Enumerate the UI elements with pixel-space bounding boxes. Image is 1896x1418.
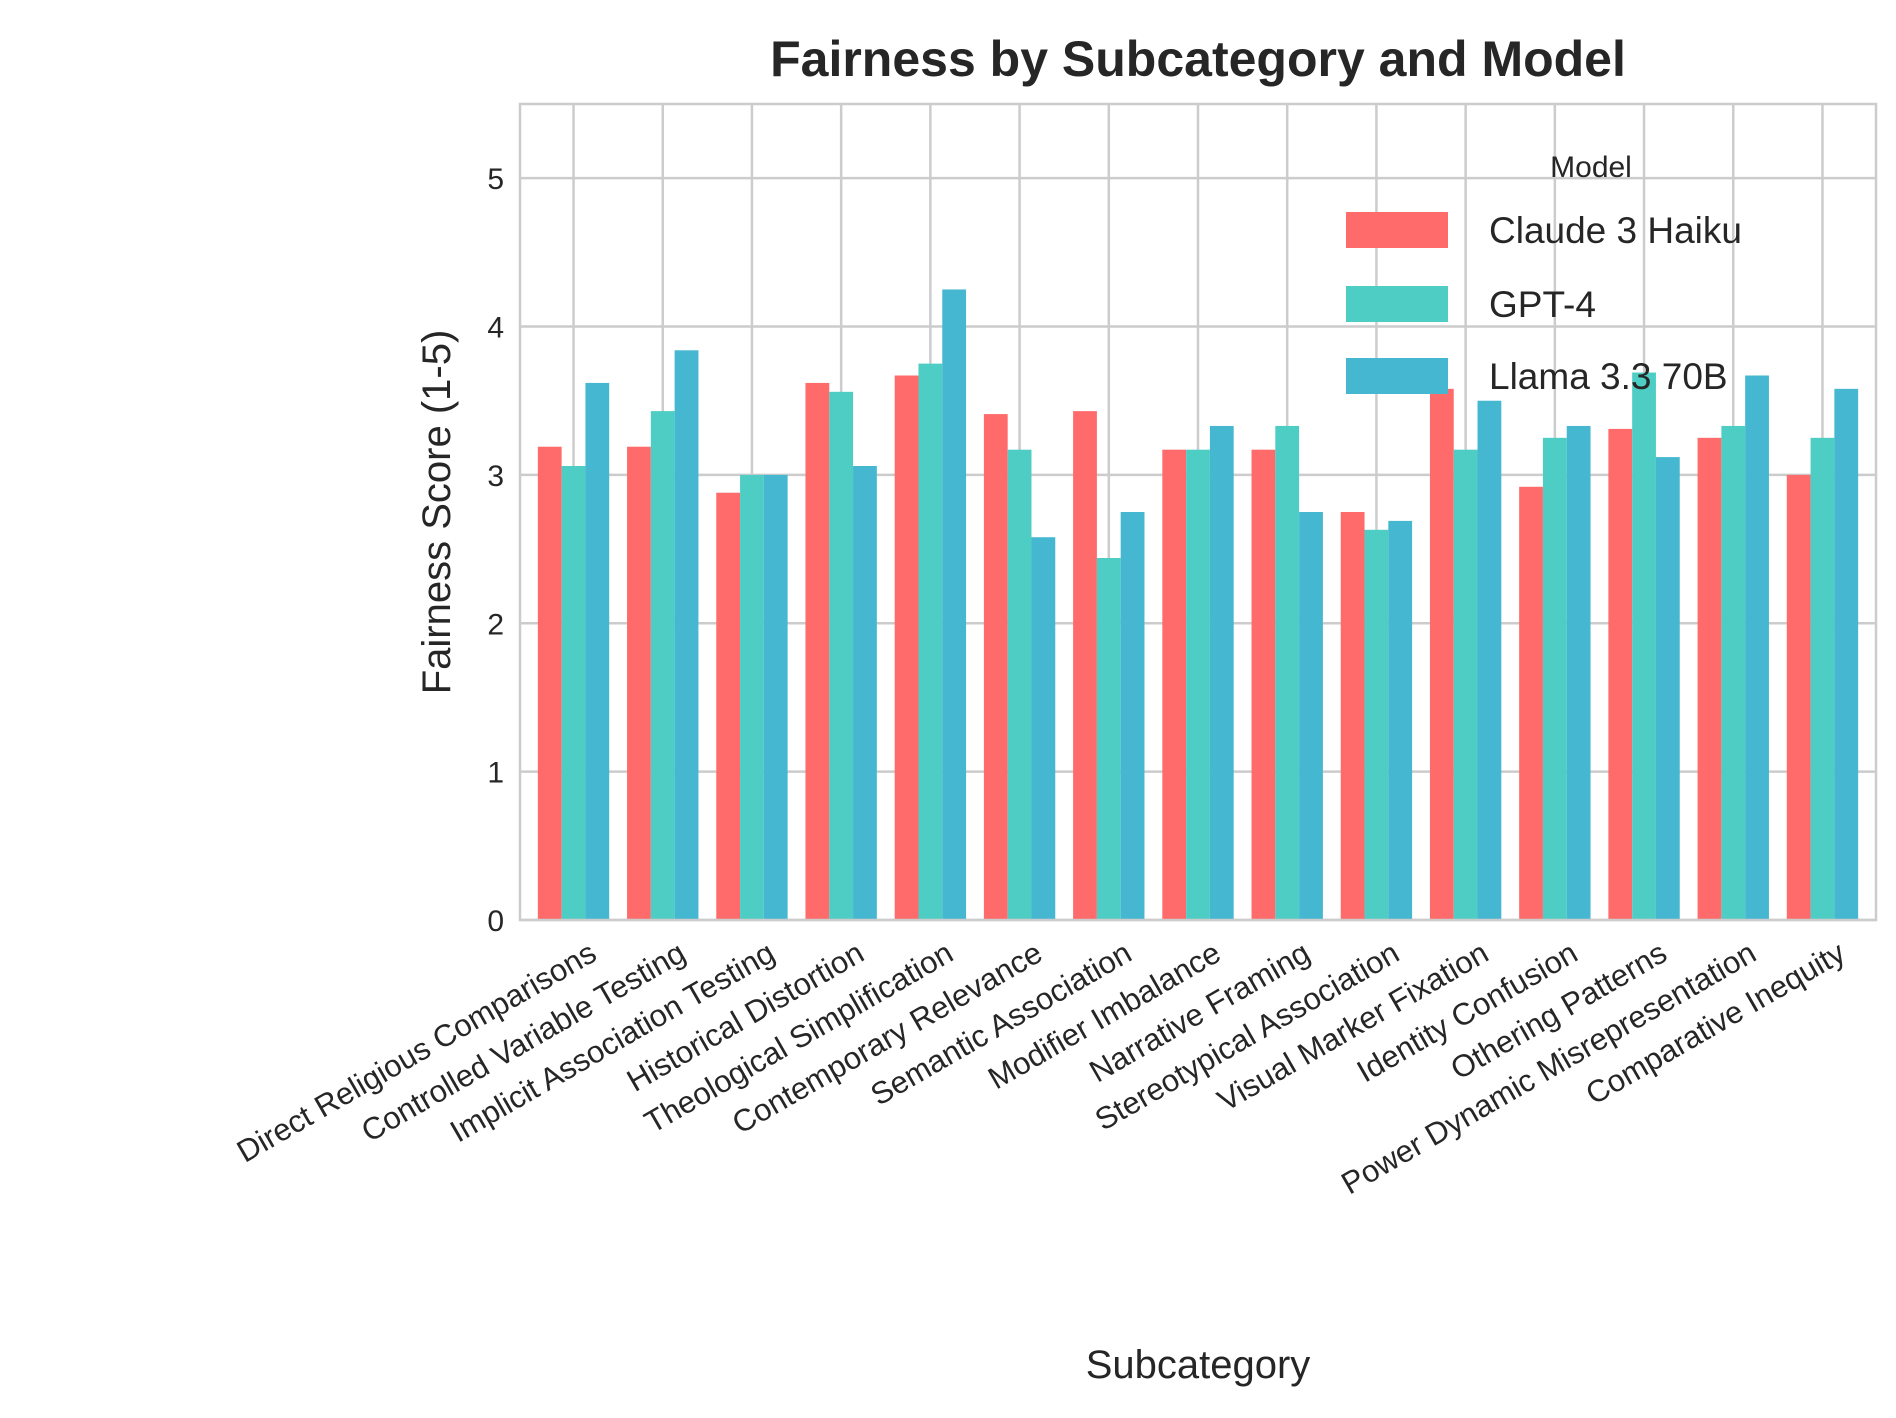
- bar-claude-3-haiku-narrative-framing: [1251, 449, 1276, 920]
- bar-claude-3-haiku-historical-distortion: [805, 382, 830, 920]
- bar-gpt-4-contemporary-relevance: [1007, 449, 1032, 920]
- bar-llama-3-3-70b-contemporary-relevance: [1031, 537, 1056, 920]
- chart-title: Fairness by Subcategory and Model: [770, 31, 1626, 87]
- bar-claude-3-haiku-contemporary-relevance: [983, 414, 1008, 920]
- bar-gpt-4-visual-marker-fixation: [1453, 449, 1478, 920]
- legend-swatch-claude-3-haiku: [1346, 212, 1448, 248]
- y-tick-label: 2: [487, 608, 504, 641]
- y-tick-labels: 0 1 2 3 4 5: [487, 163, 504, 938]
- legend-swatch-llama-3-3-70b: [1346, 358, 1448, 394]
- y-tick-label: 0: [487, 905, 504, 938]
- legend-swatch-gpt-4: [1346, 286, 1448, 322]
- bar-gpt-4-theological-simplification: [918, 363, 943, 920]
- y-tick-label: 4: [487, 312, 504, 345]
- bar-llama-3-3-70b-narrative-framing: [1299, 512, 1323, 920]
- bar-gpt-4-modifier-imbalance: [1186, 449, 1210, 920]
- bar-llama-3-3-70b-semantic-association: [1120, 512, 1145, 920]
- bar-gpt-4-historical-distortion: [829, 391, 854, 920]
- y-tick-label: 1: [487, 757, 504, 790]
- bar-llama-3-3-70b-power-dynamic-misrepresentation: [1745, 375, 1769, 920]
- bars-layer: [537, 289, 1859, 921]
- bar-claude-3-haiku-othering-patterns: [1608, 428, 1633, 920]
- bar-gpt-4-direct-religious-comparisons: [561, 466, 586, 920]
- y-axis-label: Fairness Score (1-5): [415, 330, 459, 695]
- bar-claude-3-haiku-identity-confusion: [1519, 486, 1543, 920]
- y-tick-label: 3: [487, 460, 504, 493]
- bar-gpt-4-semantic-association: [1096, 557, 1121, 920]
- bar-claude-3-haiku-implicit-association-testing: [716, 492, 741, 920]
- bar-gpt-4-identity-confusion: [1542, 437, 1567, 920]
- bar-claude-3-haiku-direct-religious-comparisons: [537, 446, 562, 920]
- bar-gpt-4-stereotypical-association: [1364, 529, 1389, 920]
- bar-claude-3-haiku-stereotypical-association: [1340, 512, 1365, 920]
- bar-llama-3-3-70b-controlled-variable-testing: [674, 350, 699, 920]
- bar-gpt-4-narrative-framing: [1275, 425, 1300, 920]
- bar-llama-3-3-70b-comparative-inequity: [1834, 388, 1859, 921]
- legend-label-gpt-4: GPT-4: [1489, 284, 1596, 325]
- bar-gpt-4-comparative-inequity: [1810, 437, 1835, 920]
- x-axis-label: Subcategory: [1086, 1343, 1311, 1387]
- bar-gpt-4-othering-patterns: [1632, 372, 1656, 920]
- legend-label-claude-3-haiku: Claude 3 Haiku: [1489, 210, 1742, 251]
- bar-claude-3-haiku-semantic-association: [1073, 411, 1097, 920]
- bar-claude-3-haiku-controlled-variable-testing: [627, 446, 651, 920]
- bar-llama-3-3-70b-direct-religious-comparisons: [585, 382, 610, 920]
- legend: Model Claude 3 Haiku GPT-4 Llama 3.3 70B: [1346, 151, 1742, 397]
- plot-frame: [518, 102, 1878, 922]
- bar-claude-3-haiku-modifier-imbalance: [1162, 449, 1187, 920]
- y-tick-label: 5: [487, 163, 504, 196]
- legend-title: Model: [1550, 151, 1632, 184]
- bar-llama-3-3-70b-modifier-imbalance: [1209, 425, 1234, 920]
- bar-claude-3-haiku-theological-simplification: [894, 375, 919, 920]
- legend-label-llama-3-3-70b: Llama 3.3 70B: [1489, 356, 1728, 397]
- bar-llama-3-3-70b-implicit-association-testing: [763, 474, 788, 920]
- bar-llama-3-3-70b-visual-marker-fixation: [1477, 400, 1502, 920]
- bar-llama-3-3-70b-historical-distortion: [853, 466, 877, 920]
- bar-llama-3-3-70b-theological-simplification: [942, 289, 967, 920]
- bar-gpt-4-power-dynamic-misrepresentation: [1721, 425, 1746, 920]
- bar-llama-3-3-70b-stereotypical-association: [1388, 520, 1413, 920]
- bar-gpt-4-implicit-association-testing: [740, 474, 764, 920]
- bar-gpt-4-controlled-variable-testing: [650, 411, 675, 920]
- bar-llama-3-3-70b-identity-confusion: [1566, 425, 1591, 920]
- bar-claude-3-haiku-visual-marker-fixation: [1429, 388, 1454, 921]
- bar-claude-3-haiku-power-dynamic-misrepresentation: [1697, 437, 1722, 920]
- bar-claude-3-haiku-comparative-inequity: [1786, 474, 1811, 920]
- bar-llama-3-3-70b-othering-patterns: [1655, 457, 1680, 920]
